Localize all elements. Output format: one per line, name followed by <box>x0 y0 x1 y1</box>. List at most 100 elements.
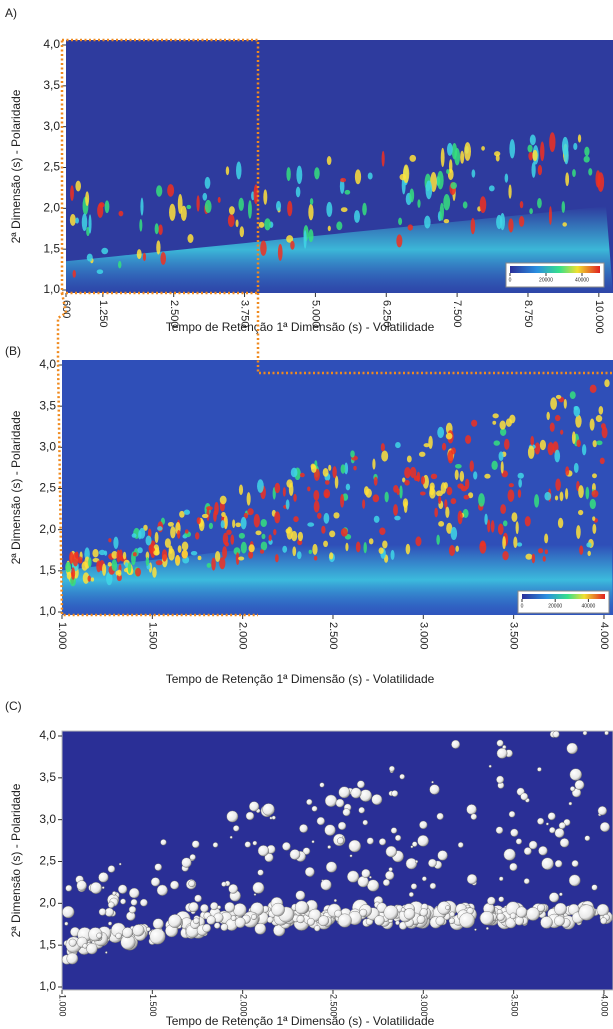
peak-spot <box>131 533 137 538</box>
peak-bubble <box>350 787 362 799</box>
peak-bubble <box>369 875 372 879</box>
peak-bubble <box>411 841 418 847</box>
peak-bubble <box>436 812 444 820</box>
peak-spot <box>563 398 567 409</box>
peak-spot <box>554 414 561 422</box>
peak-spot <box>268 534 272 542</box>
peak-spot <box>156 185 163 197</box>
peak-spot <box>177 530 181 539</box>
peak-bubble <box>554 915 565 927</box>
peak-bubble <box>327 845 332 849</box>
peak-bubble <box>252 881 265 894</box>
peak-spot <box>157 526 163 531</box>
y-axis-label: 2ª Dimensão (s) - Polaridade <box>9 89 23 243</box>
peak-bubble <box>107 865 116 873</box>
peak-bubble <box>545 822 549 826</box>
peak-spot <box>576 439 581 448</box>
peak-bubble <box>140 898 148 907</box>
peak-spot <box>448 545 456 557</box>
peak-bubble <box>349 854 353 858</box>
peak-spot <box>118 210 124 217</box>
peak-spot <box>295 186 301 198</box>
peak-spot <box>98 202 105 208</box>
x-tick-label: 3.000 <box>419 994 429 1017</box>
peak-spot <box>227 214 235 227</box>
peak-spot <box>312 543 318 555</box>
peak-spot <box>591 489 599 498</box>
peak-bubble <box>359 908 368 917</box>
x-tick-label: 7.500 <box>451 300 463 328</box>
peak-bubble <box>408 891 414 898</box>
colorbar-tick-label: 0 <box>521 603 524 609</box>
y-tick-label: 2,5 <box>39 481 56 495</box>
peak-spot <box>363 541 367 554</box>
peak-bubble <box>559 892 563 897</box>
peak-spot <box>500 504 507 515</box>
peak-spot <box>223 515 228 530</box>
peak-bubble <box>574 779 585 790</box>
peak-spot <box>415 536 422 547</box>
peak-bubble <box>337 837 345 845</box>
peak-bubble <box>206 915 216 925</box>
peak-bubble <box>499 876 504 882</box>
peak-spot <box>238 532 246 539</box>
peak-spot <box>444 499 448 510</box>
peak-spot <box>86 253 93 262</box>
peak-spot <box>213 510 217 522</box>
peak-bubble <box>257 845 269 857</box>
peak-bubble <box>495 826 504 834</box>
peak-spot <box>592 440 597 448</box>
peak-spot <box>261 533 266 540</box>
peak-spot <box>554 495 559 501</box>
peak-spot <box>462 201 468 209</box>
peak-spot <box>504 438 510 450</box>
peak-spot <box>478 493 485 507</box>
peak-spot <box>138 527 146 539</box>
peak-spot <box>344 462 349 475</box>
peak-spot <box>238 197 244 211</box>
peak-spot <box>288 482 294 496</box>
peak-spot <box>440 147 445 168</box>
peak-spot <box>492 420 497 425</box>
peak-spot <box>450 498 457 505</box>
peak-spot <box>600 423 606 429</box>
peak-spot <box>487 519 491 533</box>
peak-spot <box>309 198 314 205</box>
peak-spot <box>550 397 558 410</box>
peak-bubble <box>390 827 398 834</box>
x-axis-label: Tempo de Retenção 1ª Dimensão (s) - Vola… <box>166 320 435 334</box>
peak-spot <box>313 500 320 513</box>
x-tick-label: 2.000 <box>237 622 249 650</box>
peak-spot <box>542 555 546 562</box>
y-tick-label: 2,0 <box>39 522 56 536</box>
y-tick-label: 3,5 <box>39 398 56 412</box>
peak-bubble <box>496 739 504 747</box>
peak-spot <box>402 164 410 184</box>
peak-spot <box>562 222 567 227</box>
peak-bubble <box>554 859 563 868</box>
peak-spot <box>183 509 191 515</box>
peak-spot <box>481 146 485 151</box>
peak-spot <box>499 420 506 430</box>
peak-bubble <box>68 938 77 947</box>
peak-spot <box>145 551 150 560</box>
peak-spot <box>273 528 277 536</box>
peak-spot <box>297 531 304 542</box>
peak-spot <box>206 563 212 568</box>
peak-bubble <box>193 917 200 925</box>
peak-bubble <box>229 835 233 839</box>
peak-spot <box>282 487 286 497</box>
peak-spot <box>111 551 118 559</box>
peak-bubble <box>232 825 240 832</box>
peak-spot <box>282 545 288 553</box>
peak-bubble <box>96 932 103 939</box>
peak-spot <box>565 488 569 500</box>
peak-bubble <box>311 805 318 812</box>
peak-bubble <box>212 842 219 848</box>
peak-spot <box>402 498 409 508</box>
peak-spot <box>72 270 76 278</box>
peak-spot <box>579 545 584 555</box>
peak-spot <box>518 478 522 488</box>
peak-spot <box>323 540 328 548</box>
peak-bubble <box>510 828 519 837</box>
